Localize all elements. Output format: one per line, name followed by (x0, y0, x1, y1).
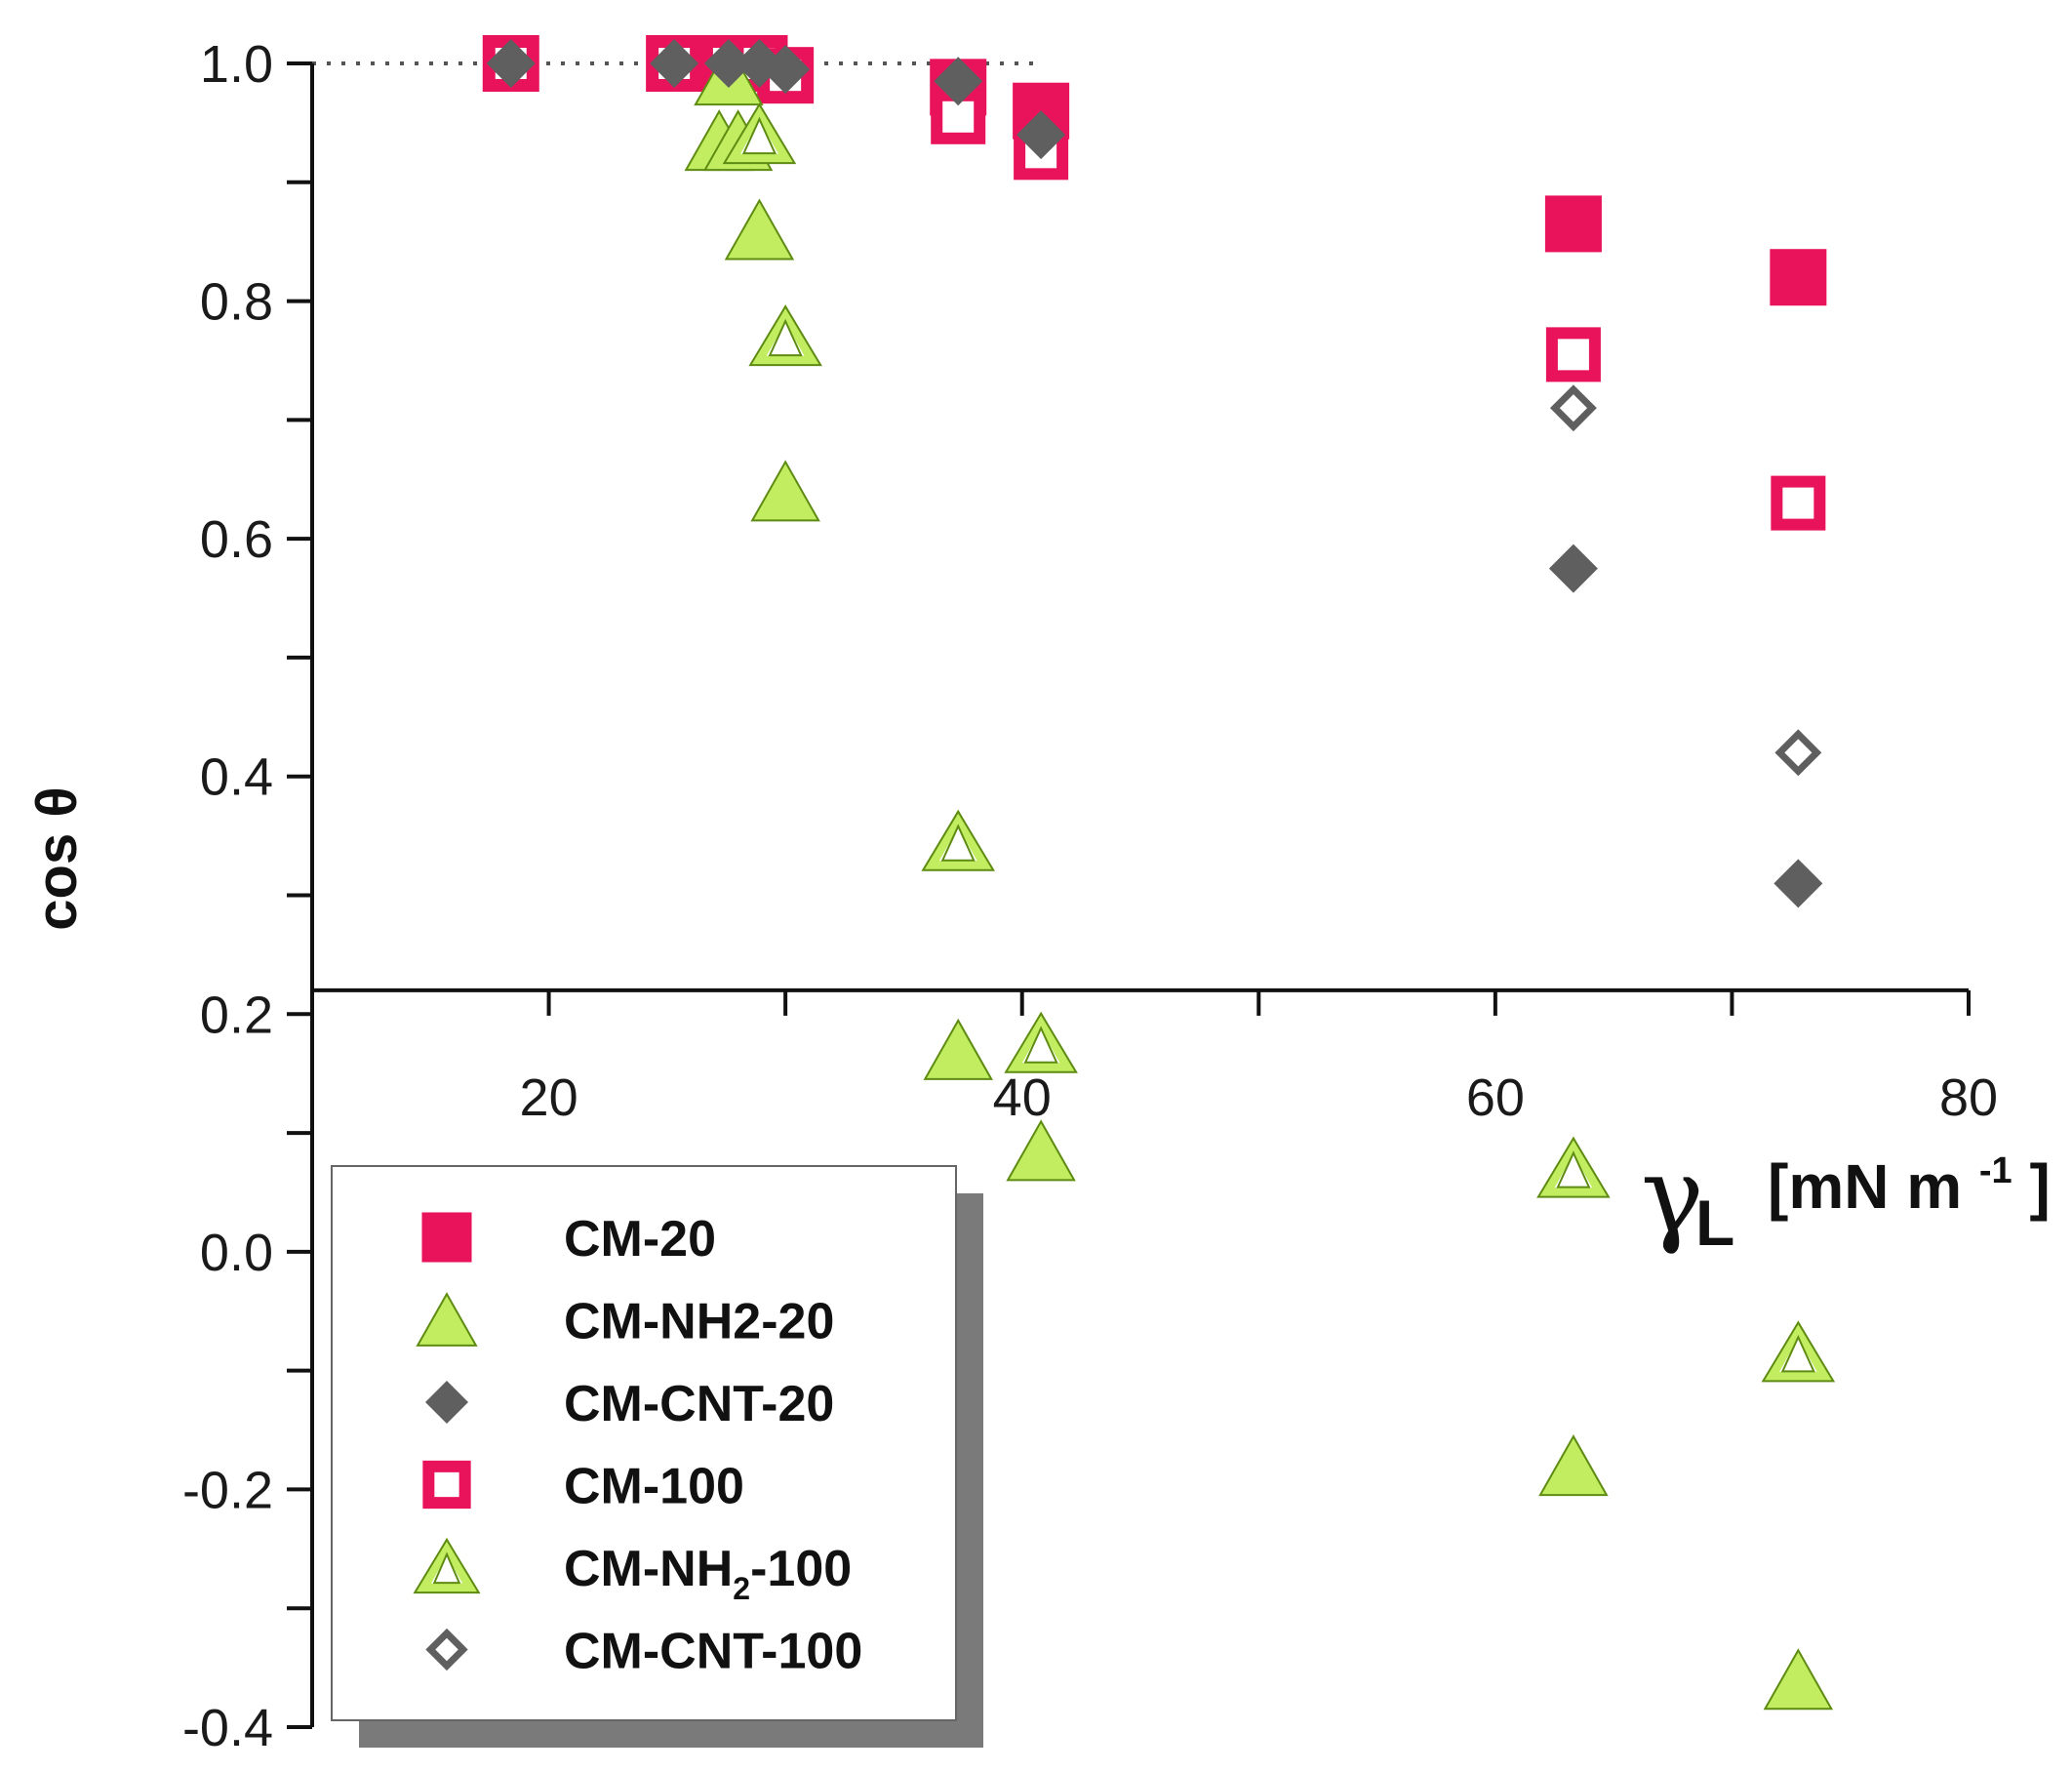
point-cm-nh2-100 (748, 303, 822, 367)
legend-marker-cm-20 (421, 1212, 472, 1263)
y-axis-title-text: cos θ (25, 786, 89, 930)
y-tick-label: -0.4 (182, 1699, 273, 1757)
plot-area: 1.0 0.8 0.6 0.4 0.2 0.0 -0.2 -0.4 20 40 60 80 (182, 35, 1998, 1757)
x-axis-title-subscript: L (1695, 1187, 1734, 1259)
legend-label-cm-nh2-100: CM-NH2-100 (564, 1541, 852, 1606)
point-cm-nh2-20 (923, 1018, 993, 1080)
point-cm-nh2-100 (921, 809, 995, 871)
y-tick-label: 0.2 (200, 986, 273, 1044)
svg-text:L: L (1695, 1187, 1734, 1259)
y-tick-label: 0.4 (200, 748, 273, 807)
data-points (482, 35, 1836, 1711)
legend-label-cm-cnt-20: CM-CNT-20 (564, 1376, 834, 1432)
x-axis-title-unit-exponent: -1 (1979, 1150, 2012, 1191)
series-cm-100 (483, 36, 1826, 531)
y-axis: 1.0 0.8 0.6 0.4 0.2 0.0 -0.2 -0.4 (182, 35, 314, 1757)
x-axis-title: γ L [mN m -1 ] (1641, 1126, 2051, 1259)
point-cm-cnt-20 (1016, 110, 1066, 160)
x-tick-label: 80 (1939, 1068, 1998, 1127)
svg-text:cos θ: cos θ (25, 786, 89, 930)
legend-marker-cm-100 (422, 1460, 471, 1510)
legend-marker-cm-nh2-100 (413, 1537, 481, 1594)
x-axis-title-symbol: γ (1641, 1135, 1704, 1257)
point-cm-cnt-20 (650, 39, 699, 88)
point-cm-cnt-20 (1773, 859, 1823, 908)
point-cm-20 (1770, 249, 1827, 306)
point-cm-cnt-20 (934, 57, 983, 106)
point-cm-nh2-20 (724, 198, 795, 261)
point-cm-cnt-100 (1549, 384, 1597, 432)
series-cm-cnt-20 (486, 39, 1823, 908)
point-cm-nh2-100 (722, 101, 797, 165)
legend-label-cm-20: CM-20 (564, 1211, 716, 1268)
point-cm-20 (1544, 195, 1602, 253)
legend-marker-cm-nh2-20 (416, 1292, 478, 1347)
point-cm-cnt-100 (1774, 729, 1822, 777)
point-cm-nh2-20 (1006, 1119, 1076, 1182)
y-tick-label: 1.0 (200, 35, 273, 94)
y-tick-label: 0.0 (200, 1224, 273, 1282)
legend: CM-20 CM-NH2-20 CM-CNT-20 CM-100 CM-NH2-100 C… (331, 1165, 983, 1748)
legend-label-cm-cnt-100: CM-CNT-100 (564, 1624, 862, 1680)
legend-label-cm-100: CM-100 (564, 1459, 744, 1515)
legend-items: CM-20 CM-NH2-20 CM-CNT-20 CM-100 CM-NH2-100 C… (413, 1211, 862, 1680)
y-tick-label: 0.6 (200, 510, 273, 569)
point-cm-cnt-20 (486, 39, 536, 88)
series-cm-nh2-100 (722, 101, 1836, 1383)
point-cm-nh2-100 (1536, 1136, 1611, 1198)
y-tick-label: -0.2 (182, 1461, 273, 1519)
x-tick-label: 20 (520, 1068, 578, 1127)
point-cm-cnt-20 (761, 45, 811, 95)
point-cm-nh2-100 (1761, 1320, 1836, 1383)
x-tick-label: 60 (1466, 1068, 1525, 1127)
series-cm-cnt-100 (487, 40, 1822, 777)
x-axis-title-unit: [mN m (1768, 1151, 1962, 1222)
legend-marker-cm-cnt-100 (425, 1628, 468, 1671)
legend-label-cm-nh2-20: CM-NH2-20 (564, 1294, 834, 1350)
point-cm-nh2-20 (1538, 1434, 1609, 1497)
point-cm-100 (1771, 475, 1826, 531)
point-cm-100 (1545, 327, 1601, 383)
svg-text:γ: γ (1641, 1135, 1704, 1257)
y-axis-title: cos θ (25, 786, 89, 930)
point-cm-nh2-20 (750, 460, 820, 522)
point-cm-cnt-20 (1548, 544, 1598, 593)
svg-text:[mN m -1 ]: [mN m -1 ] (1768, 1126, 2051, 1222)
point-cm-nh2-20 (1763, 1648, 1834, 1711)
y-tick-label: 0.8 (200, 273, 273, 332)
point-cm-nh2-100 (1004, 1011, 1078, 1073)
x-axis: 20 40 60 80 (312, 987, 1998, 1127)
x-axis-title-unit-close: ] (2029, 1151, 2050, 1222)
legend-marker-cm-cnt-20 (425, 1381, 468, 1424)
point-cm-cnt-20 (703, 39, 753, 88)
x-tick-label: 40 (993, 1068, 1052, 1127)
